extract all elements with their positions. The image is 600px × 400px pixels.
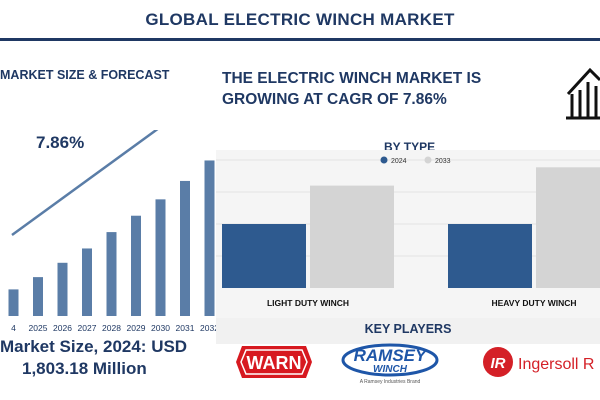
forecast-tick-label: 2031	[176, 323, 195, 333]
forecast-chart: 4202520262027202820292030203120322033	[8, 130, 216, 333]
forecast-bar-2025	[33, 277, 43, 316]
type-bar-heavy-2033	[536, 167, 600, 288]
forecast-tick-label: 2027	[78, 323, 97, 333]
forecast-tick-label: 2032	[200, 323, 216, 333]
legend-swatch-2024	[380, 156, 388, 164]
key-players-band	[216, 318, 600, 344]
forecast-bar-2028	[106, 232, 117, 316]
type-category-label: LIGHT DUTY WINCH	[267, 298, 349, 308]
title-bar: GLOBAL ELECTRIC WINCH MARKET	[0, 0, 600, 42]
legend-label-2033: 2033	[435, 158, 451, 165]
forecast-bar-2026	[57, 262, 68, 316]
forecast-bar-2031	[180, 180, 190, 316]
headline-line-2: GROWING AT CAGR OF 7.86%	[222, 91, 447, 108]
headline-line-1: THE ELECTRIC WINCH MARKET IS	[222, 70, 482, 87]
ramsey-logo: RAMSEY WINCH A Ramsey Industries Brand	[341, 343, 439, 385]
forecast-bar-2029	[131, 215, 141, 316]
type-bar-light-2033	[310, 185, 394, 288]
warn-logo-text: WARN	[247, 353, 302, 373]
legend-swatch-2033	[424, 156, 432, 164]
headline: THE ELECTRIC WINCH MARKET IS GROWING AT …	[222, 68, 522, 110]
forecast-tick-label: 2030	[151, 323, 170, 333]
type-category-label: HEAVY DUTY WINCH	[491, 298, 576, 308]
forecast-tick-label: 4	[11, 323, 16, 333]
ingersoll-logo: IR Ingersoll R	[483, 347, 594, 377]
forecast-bar-2032	[204, 160, 215, 316]
type-bar-heavy-2024	[448, 224, 532, 288]
forecast-tick-label: 2025	[29, 323, 48, 333]
ramsey-logo-text: RAMSEY	[354, 346, 428, 365]
forecast-tick-label: 2026	[53, 323, 72, 333]
forecast-tick-label: 2029	[127, 323, 146, 333]
forecast-tick-label: 2028	[102, 323, 121, 333]
title-divider	[0, 38, 600, 41]
forecast-bar-2030	[155, 199, 166, 316]
market-size-title: MARKET SIZE & FORECAST	[0, 68, 170, 82]
ingersoll-mark: IR	[491, 355, 506, 372]
ramsey-logo-sub: WINCH	[373, 364, 408, 375]
ingersoll-logo-text: Ingersoll R	[518, 356, 594, 373]
legend-label-2024: 2024	[391, 158, 407, 165]
market-size-line-2: 1,803.18 Million	[22, 359, 147, 378]
by-type-chart: 2024 2033 LIGHT DUTY WINCH HEAVY DUTY WINC…	[216, 150, 600, 318]
building-icon	[566, 67, 600, 120]
page-title: GLOBAL ELECTRIC WINCH MARKET	[145, 10, 455, 29]
forecast-bar-2024	[8, 289, 19, 316]
key-players-title: KEY PLAYERS	[364, 322, 452, 336]
market-size-line-1: Market Size, 2024: USD	[0, 337, 188, 356]
growth-arrow-icon	[11, 130, 159, 237]
forecast-bar-2027	[82, 248, 92, 316]
cagr-annotation: 7.86%	[36, 133, 85, 152]
warn-logo: WARN	[236, 346, 312, 378]
type-bar-light-2024	[222, 224, 306, 288]
ramsey-tagline: A Ramsey Industries Brand	[360, 379, 421, 385]
